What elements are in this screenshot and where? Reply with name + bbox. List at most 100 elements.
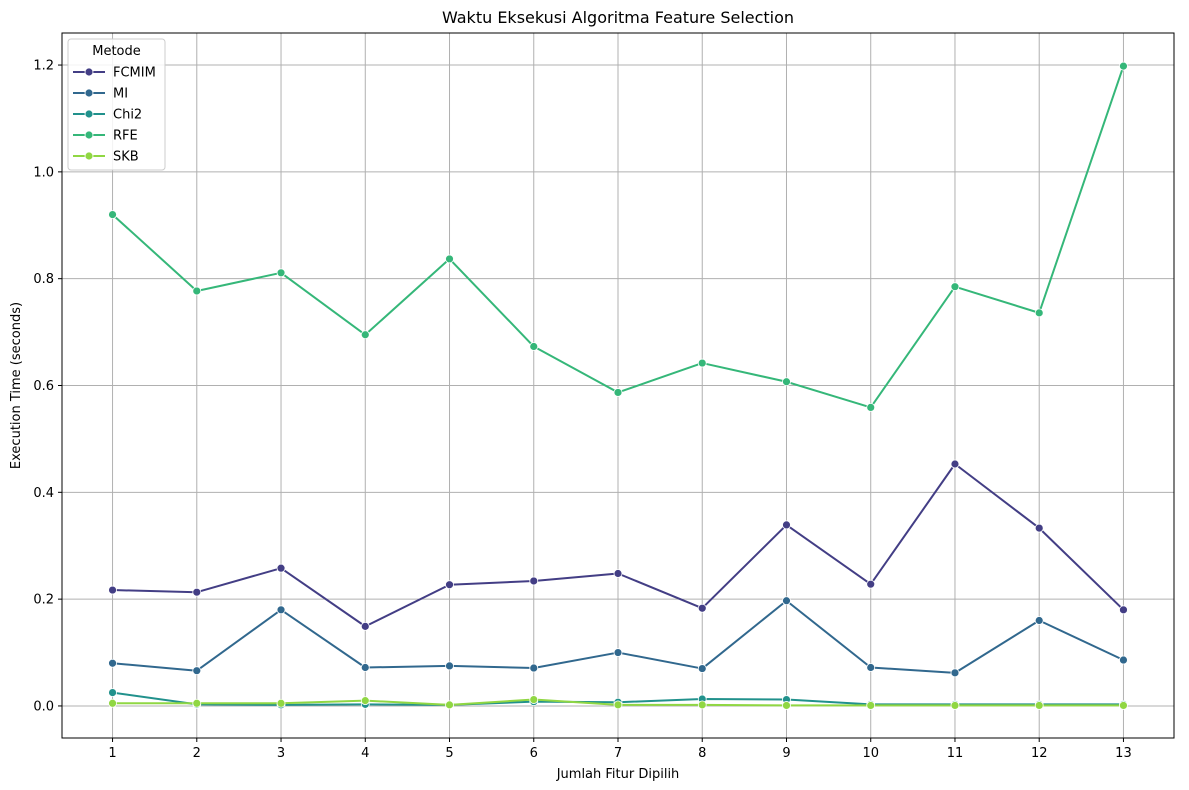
data-point-rfe	[276, 268, 286, 278]
x-tick-label: 7	[614, 746, 622, 761]
y-axis-title: Execution Time (seconds)	[9, 302, 24, 469]
data-point-skb	[1119, 701, 1128, 710]
data-point-rfe	[950, 282, 960, 292]
grid	[62, 33, 1174, 738]
data-point-fcmim	[697, 603, 707, 613]
legend-label: MI	[113, 87, 128, 102]
series-rfe	[108, 61, 1128, 412]
legend-label: SKB	[113, 150, 139, 165]
data-point-mi	[276, 605, 286, 615]
legend-item-mi: MI	[73, 87, 128, 102]
y-tick-label: 0.0	[33, 699, 54, 714]
data-point-skb	[1034, 701, 1044, 710]
data-point-skb	[613, 700, 623, 710]
data-point-fcmim	[360, 621, 370, 631]
data-point-fcmim	[192, 587, 202, 597]
legend-label: Chi2	[113, 108, 142, 123]
data-point-rfe	[1034, 308, 1044, 318]
legend: Metode FCMIM MI Chi2 RFE SKB	[67, 38, 166, 171]
data-point-mi	[697, 664, 707, 673]
x-tick-label: 4	[361, 746, 369, 761]
x-tick-label: 11	[947, 746, 964, 761]
data-point-skb	[697, 700, 707, 710]
data-point-mi	[108, 658, 117, 668]
x-tick-label: 12	[1031, 746, 1048, 761]
data-point-rfe	[1119, 61, 1128, 71]
series-layer	[108, 61, 1128, 710]
x-tick-label: 5	[445, 746, 453, 761]
data-point-rfe	[613, 388, 623, 397]
x-axis-title: Jumlah Fitur Dipilih	[556, 767, 680, 782]
data-point-mi	[866, 663, 876, 672]
data-point-mi	[529, 663, 539, 673]
data-point-fcmim	[613, 569, 623, 578]
data-point-rfe	[445, 254, 454, 264]
x-tick-label: 13	[1115, 746, 1132, 761]
data-point-mi	[782, 596, 791, 606]
data-point-fcmim	[950, 459, 960, 469]
series-skb	[108, 695, 1128, 710]
x-tick-label: 8	[698, 746, 706, 761]
x-tick-label: 2	[193, 746, 201, 761]
data-point-mi	[613, 648, 623, 657]
data-point-mi	[1119, 655, 1128, 665]
ticks: 1 2 3 4 5 6 7 8 9 10 11 12 130.00.20.40.60.81.01.2	[33, 59, 1131, 761]
data-point-skb	[782, 701, 791, 710]
data-point-rfe	[529, 342, 539, 351]
y-tick-label: 0.8	[33, 272, 54, 287]
legend-swatch-marker	[84, 130, 94, 140]
legend-item-skb: SKB	[73, 150, 139, 165]
data-point-skb	[950, 701, 960, 710]
data-point-chi2	[108, 688, 117, 698]
data-point-mi	[192, 666, 202, 676]
data-point-skb	[360, 696, 370, 706]
data-point-skb	[445, 700, 454, 710]
x-tick-label: 10	[862, 746, 879, 761]
data-point-mi	[1034, 616, 1044, 625]
data-point-fcmim	[276, 563, 286, 573]
data-point-fcmim	[108, 585, 117, 595]
y-tick-label: 0.6	[33, 379, 54, 394]
legend-label: RFE	[113, 129, 138, 144]
data-point-fcmim	[866, 579, 876, 589]
y-tick-label: 1.2	[33, 59, 54, 74]
data-point-rfe	[192, 286, 202, 296]
legend-swatch-marker	[84, 67, 94, 77]
data-point-fcmim	[445, 580, 454, 590]
data-point-rfe	[697, 358, 707, 368]
series-mi	[108, 596, 1128, 678]
y-tick-label: 0.2	[33, 593, 54, 608]
legend-item-chi2: Chi2	[73, 108, 142, 123]
y-tick-label: 1.0	[33, 165, 54, 180]
data-point-rfe	[782, 377, 791, 387]
legend-swatch-marker	[84, 109, 94, 119]
legend-title: Metode	[92, 44, 141, 59]
legend-items: FCMIM MI Chi2 RFE SKB	[73, 66, 156, 165]
data-point-mi	[445, 661, 454, 671]
data-point-rfe	[360, 330, 370, 340]
chart-title: Waktu Eksekusi Algoritma Feature Selecti…	[442, 8, 794, 27]
legend-swatch-marker	[84, 88, 94, 98]
x-tick-label: 9	[782, 746, 790, 761]
data-point-mi	[950, 668, 960, 678]
legend-item-rfe: RFE	[73, 129, 138, 144]
data-point-skb	[866, 701, 876, 710]
data-point-fcmim	[782, 520, 791, 530]
data-point-mi	[360, 663, 370, 672]
data-point-skb	[529, 695, 539, 704]
data-point-rfe	[866, 402, 876, 412]
data-point-fcmim	[1034, 523, 1044, 533]
legend-item-fcmim: FCMIM	[73, 66, 156, 81]
legend-label: FCMIM	[113, 66, 156, 81]
x-tick-label: 6	[530, 746, 538, 761]
series-fcmim	[108, 459, 1128, 631]
data-point-rfe	[108, 210, 117, 219]
data-point-fcmim	[1119, 605, 1128, 615]
data-point-fcmim	[529, 576, 539, 586]
data-point-skb	[108, 698, 117, 708]
y-tick-label: 0.4	[33, 486, 54, 501]
data-point-skb	[276, 698, 286, 708]
data-point-skb	[192, 698, 202, 708]
